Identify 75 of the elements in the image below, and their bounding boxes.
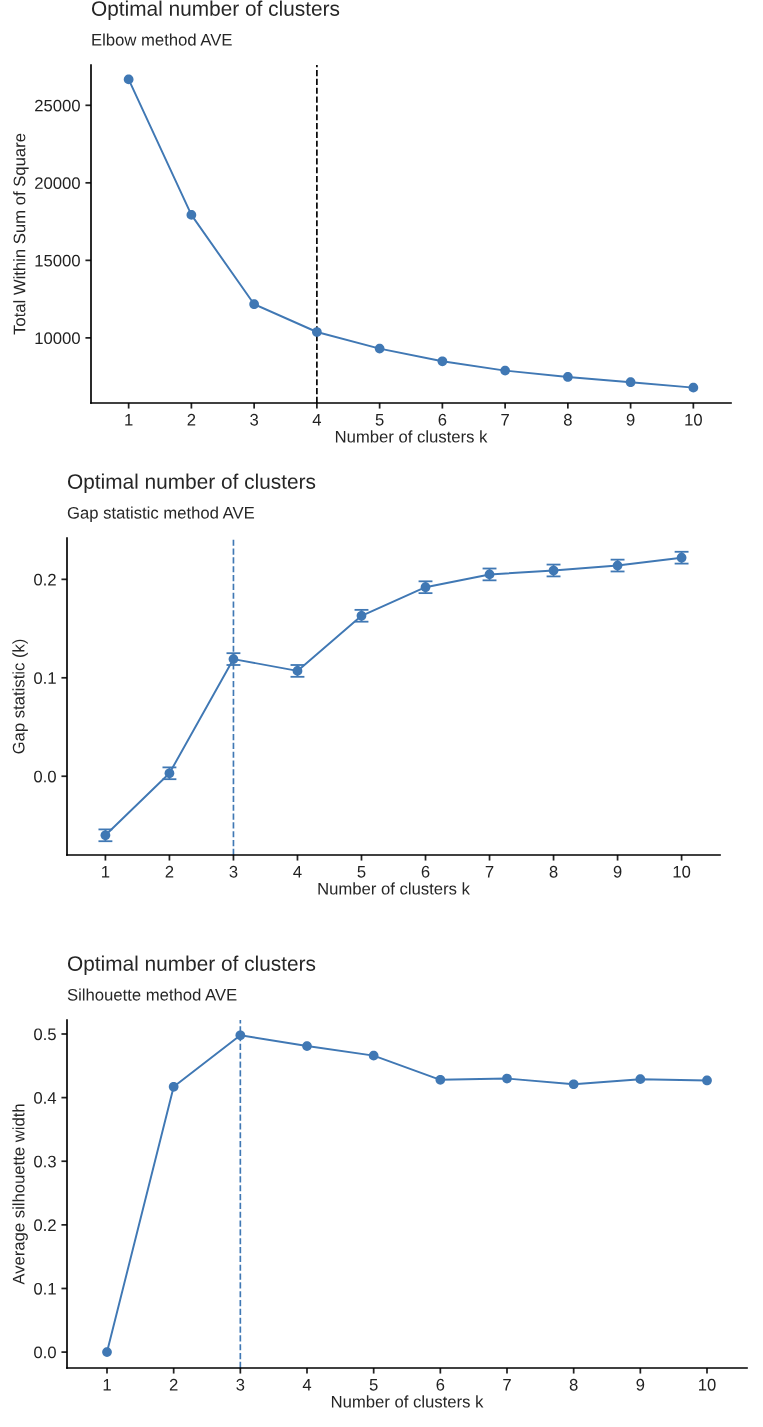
point bbox=[435, 1074, 446, 1085]
x-tick-label: 7 bbox=[503, 1379, 511, 1391]
chart-title: Optimal number of clusters bbox=[91, 0, 340, 20]
x-tick-label: 5 bbox=[375, 414, 384, 426]
x-tick-label: 1 bbox=[103, 1379, 111, 1391]
y-tick-label: 0.0 bbox=[34, 1346, 56, 1359]
point bbox=[312, 327, 322, 337]
y-tick-label: 0.1 bbox=[34, 672, 56, 684]
x-tick-label: 6 bbox=[421, 865, 430, 878]
x-tick-label: 10 bbox=[673, 865, 691, 878]
point bbox=[702, 1075, 712, 1086]
y-tick-label: 0.2 bbox=[34, 573, 56, 586]
x-tick-label: 2 bbox=[165, 865, 174, 878]
x-tick-label: 9 bbox=[613, 865, 622, 878]
point bbox=[368, 1050, 379, 1061]
y-tick-label: 0.0 bbox=[34, 770, 56, 783]
y-tick-label: 25000 bbox=[35, 99, 80, 112]
point bbox=[302, 1041, 312, 1051]
x-tick-label: 2 bbox=[187, 413, 196, 426]
point bbox=[500, 365, 510, 376]
x-tick-label: 2 bbox=[169, 1378, 178, 1391]
y-axis-title: Average silhouette width bbox=[12, 1104, 28, 1285]
x-tick-label: 6 bbox=[436, 1378, 445, 1391]
x-tick-label: 9 bbox=[626, 413, 635, 426]
x-axis-title: Number of clusters k bbox=[331, 1395, 484, 1408]
point bbox=[635, 1074, 646, 1085]
point bbox=[168, 1081, 179, 1092]
x-tick-label: 3 bbox=[236, 1378, 245, 1391]
y-tick-label: 10000 bbox=[35, 332, 80, 345]
point bbox=[688, 382, 699, 393]
point bbox=[235, 1030, 246, 1041]
x-tick-label: 3 bbox=[229, 865, 238, 878]
chart-subtitle: Silhouette method AVE bbox=[67, 988, 237, 1001]
chart-title: Optimal number of clusters bbox=[67, 473, 316, 493]
y-tick-label: 0.4 bbox=[34, 1092, 57, 1104]
x-tick-label: 1 bbox=[102, 866, 110, 878]
x-tick-label: 4 bbox=[302, 1379, 312, 1391]
point bbox=[568, 1079, 579, 1090]
y-axis-title: Gap statistic (k) bbox=[12, 639, 28, 754]
x-tick-label: 8 bbox=[569, 1378, 578, 1391]
x-tick-label: 9 bbox=[636, 1378, 645, 1391]
x-axis-title: Number of clusters k bbox=[335, 430, 488, 443]
x-tick-label: 7 bbox=[485, 866, 494, 878]
point bbox=[625, 377, 636, 388]
chart-subtitle: Elbow method AVE bbox=[92, 33, 232, 46]
point bbox=[186, 210, 197, 220]
point bbox=[249, 299, 259, 310]
y-tick-label: 0.5 bbox=[34, 1028, 56, 1041]
point bbox=[563, 372, 573, 382]
x-tick-label: 4 bbox=[312, 414, 322, 426]
point bbox=[123, 74, 134, 85]
x-tick-label: 1 bbox=[125, 414, 133, 426]
x-tick-label: 10 bbox=[699, 1378, 716, 1391]
point bbox=[502, 1073, 512, 1084]
chart-title: Optimal number of clusters bbox=[67, 955, 316, 975]
y-tick-label: 20000 bbox=[35, 177, 80, 190]
x-tick-label: 4 bbox=[293, 866, 302, 878]
x-tick-label: 5 bbox=[369, 1379, 378, 1391]
y-tick-label: 15000 bbox=[35, 254, 80, 267]
chart-subtitle: Gap statistic method AVE bbox=[67, 506, 255, 522]
y-tick-label: 0.1 bbox=[34, 1282, 56, 1295]
x-tick-label: 6 bbox=[438, 413, 447, 426]
x-tick-label: 5 bbox=[357, 866, 366, 878]
y-tick-label: 0.2 bbox=[34, 1219, 56, 1232]
x-tick-label: 8 bbox=[549, 865, 558, 878]
x-tick-label: 3 bbox=[250, 413, 259, 426]
point bbox=[437, 356, 448, 367]
point bbox=[374, 343, 385, 354]
y-axis-title: Total Within Sum of Square bbox=[13, 133, 29, 335]
x-tick-label: 10 bbox=[685, 413, 702, 426]
x-tick-label: 8 bbox=[563, 413, 572, 426]
x-axis-title: Number of clusters k bbox=[318, 882, 470, 895]
y-tick-label: 0.3 bbox=[34, 1155, 56, 1168]
x-tick-label: 7 bbox=[501, 414, 509, 426]
point bbox=[102, 1347, 112, 1357]
